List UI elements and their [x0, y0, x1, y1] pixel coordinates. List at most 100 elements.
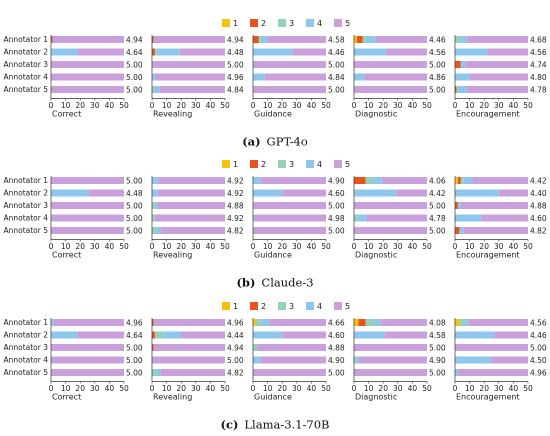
x-tick-label: 40	[408, 101, 418, 110]
panel-label: Diagnostic	[355, 110, 397, 119]
bar-segment-4	[253, 48, 293, 56]
x-tick-label: 0	[352, 384, 357, 393]
x-tick-label: 10	[61, 101, 71, 110]
x-tick-label: 0	[49, 101, 54, 110]
bar-segment-4	[354, 48, 387, 56]
x-tick-label: 30	[494, 384, 504, 393]
bar-segment-5	[260, 356, 326, 364]
bar-segment-5	[77, 48, 124, 56]
mean-label: 4.74	[530, 60, 547, 69]
bar-segment-4	[358, 214, 366, 222]
bar-segment-4	[163, 331, 182, 339]
panel-encouragement: 4.56 4.46 5.00 4.50 4.96 0 10 20 30 40 50Encourage…	[453, 318, 547, 402]
bar-segment-5	[179, 48, 225, 56]
bar-segment-3	[362, 36, 366, 43]
panel-label: Guidance	[254, 393, 292, 402]
mean-label: 4.88	[530, 201, 547, 210]
x-tick-label: 20	[479, 101, 489, 110]
mean-label: 4.94	[126, 35, 143, 44]
bar-segment-5	[468, 319, 528, 326]
bar-segment-5	[160, 369, 225, 376]
x-tick-label: 40	[105, 101, 115, 110]
panel-revealing: 4.92 4.92 4.88 4.92 4.82 0 10 20 30 40 50 Revealing	[150, 176, 244, 260]
x-tick-label: 0	[150, 242, 155, 251]
mean-label: 4.96	[227, 318, 244, 327]
panel-revealing: 4.94 4.48 5.00 4.96 4.84 0 10 20 30 40 50 Revealing	[150, 35, 244, 119]
x-tick-label: 20	[479, 242, 489, 251]
mean-label: 5.00	[429, 226, 446, 235]
panel-label: Revealing	[153, 110, 192, 119]
annotator-label: Annotator 1	[3, 35, 48, 44]
bar-segment-5	[381, 177, 427, 184]
mean-label: 4.48	[126, 189, 143, 198]
bar-segment-4	[156, 227, 161, 234]
legend-swatch	[334, 302, 342, 310]
mean-label: 4.88	[328, 343, 345, 352]
bar-segment-4	[156, 48, 180, 56]
mean-label: 4.06	[429, 176, 446, 185]
bar-segment-5	[153, 36, 225, 43]
bar-segment-3	[152, 369, 157, 376]
legend-label: 2	[261, 19, 266, 28]
x-tick-label: 30	[292, 101, 302, 110]
legend-label: 4	[317, 19, 322, 28]
panel-guidance: 4.66 4.60 4.88 4.90 5.00 0 10 20 30 40 50 Guidance	[251, 318, 345, 402]
annotator-label: Annotator 3	[3, 60, 48, 69]
legend-swatch	[334, 19, 342, 27]
x-tick-label: 20	[479, 384, 489, 393]
panel-diagnostic: 4.46 4.56 5.00 4.86 5.00 0 10 20 30 40 50 Diagnosti…	[352, 35, 446, 119]
bar-segment-5	[253, 202, 326, 209]
bar-segment-5	[51, 344, 124, 351]
x-tick-label: 20	[277, 242, 287, 251]
bar-segment-5	[463, 227, 528, 234]
bar-segment-4	[261, 319, 270, 326]
mean-label: 5.00	[328, 201, 345, 210]
bar-segment-3	[152, 86, 155, 93]
x-tick-label: 10	[162, 384, 172, 393]
bar-segment-2	[152, 48, 155, 56]
bar-segment-4	[356, 189, 397, 197]
annotator-label: Annotator 2	[3, 48, 48, 57]
bar-segment-5	[269, 319, 326, 326]
x-tick-label: 20	[75, 101, 85, 110]
mean-label: 5.00	[429, 343, 446, 352]
caption-label: (b)	[236, 276, 255, 290]
annotator-label: Annotator 2	[3, 189, 48, 198]
mean-label: 4.92	[227, 189, 244, 198]
bar-segment-5	[264, 73, 326, 81]
legend-label: 2	[261, 160, 266, 169]
bar-segment-3	[354, 189, 357, 197]
bar-segment-5	[88, 189, 124, 197]
bar-segment-3	[354, 214, 359, 222]
bar-segment-5	[354, 344, 427, 351]
x-tick-label: 50	[523, 384, 533, 393]
x-tick-label: 10	[364, 384, 374, 393]
mean-label: 4.46	[328, 48, 345, 57]
bar-segment-2	[455, 202, 458, 209]
caption-text: Llama-3.1-70B	[244, 418, 329, 432]
mean-label: 4.40	[530, 189, 547, 198]
bar-segment-1	[354, 319, 359, 326]
bar-segment-5	[51, 73, 124, 81]
bar-segment-5	[51, 356, 124, 364]
bar-segment-4	[51, 189, 89, 197]
mean-label: 4.90	[328, 356, 345, 365]
legend: 1 2 3 4 5	[222, 160, 350, 169]
mean-label: 4.60	[328, 189, 345, 198]
bar-segment-5	[153, 319, 225, 326]
bar-segment-5	[77, 331, 124, 339]
legend-label: 4	[317, 160, 322, 169]
x-tick-label: 20	[176, 101, 186, 110]
bar-segment-4	[354, 331, 385, 339]
bar-segment-2	[457, 177, 461, 184]
x-tick-label: 0	[453, 242, 458, 251]
panel-label: Diagnostic	[355, 251, 397, 260]
legend-swatch	[306, 19, 314, 27]
bar-segment-4	[253, 356, 261, 364]
x-tick-label: 50	[321, 384, 331, 393]
legend-label: 3	[289, 19, 294, 28]
x-tick-label: 50	[119, 384, 129, 393]
bar-segment-5	[487, 48, 528, 56]
panel-revealing: 4.96 4.44 4.94 5.00 4.82 0 10 20 30 40 50 Revealing	[150, 318, 244, 402]
